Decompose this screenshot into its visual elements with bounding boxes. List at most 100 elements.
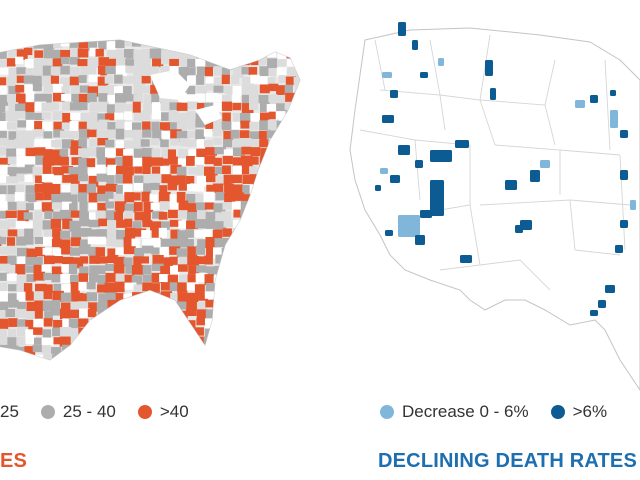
county-cell xyxy=(105,148,116,158)
county-cell xyxy=(151,263,164,271)
county-cell xyxy=(305,59,315,67)
county-cell xyxy=(35,364,45,372)
county-cell xyxy=(125,104,135,113)
county-cell xyxy=(222,155,233,165)
county-cell xyxy=(177,264,188,272)
county-cell xyxy=(259,76,270,86)
county-cell xyxy=(80,113,90,124)
county-cell xyxy=(293,328,300,339)
county-cell xyxy=(258,247,268,258)
county-cell xyxy=(70,146,82,155)
county-cell xyxy=(88,319,99,330)
county-cell xyxy=(0,157,10,165)
county-cell xyxy=(248,93,261,104)
county-cell xyxy=(62,318,71,330)
county-cell xyxy=(197,66,209,76)
county-cell xyxy=(122,86,132,95)
county-cell xyxy=(17,256,26,267)
county-cell xyxy=(7,328,17,340)
county-cell xyxy=(167,175,179,186)
county-cell xyxy=(295,139,300,148)
county-cell xyxy=(284,292,296,302)
county-cell xyxy=(204,291,216,299)
county-cell xyxy=(123,48,135,59)
county-cell xyxy=(293,229,300,239)
county-cell xyxy=(6,93,17,103)
county-cell xyxy=(161,355,170,360)
county-cell xyxy=(241,220,253,230)
county-cell xyxy=(232,57,242,67)
county-cell xyxy=(114,327,126,336)
county-cell xyxy=(69,247,81,256)
county-cell xyxy=(87,309,97,318)
county-cell xyxy=(286,201,298,212)
county-cell xyxy=(160,56,170,65)
county-cell xyxy=(98,119,110,130)
county-cell xyxy=(224,48,234,59)
county-cell xyxy=(257,301,268,312)
county-cell xyxy=(106,85,118,95)
county-cell xyxy=(385,230,393,236)
state-borders xyxy=(359,34,631,291)
county-cell xyxy=(52,58,63,68)
county-cell xyxy=(34,138,44,150)
county-cell xyxy=(224,274,236,284)
county-cell xyxy=(97,284,109,293)
county-cell xyxy=(185,239,194,248)
county-cell xyxy=(114,201,127,213)
county-cell xyxy=(277,311,287,321)
county-cell xyxy=(150,84,163,95)
county-cell xyxy=(124,218,133,228)
county-cell xyxy=(249,174,259,183)
county-cell xyxy=(32,166,44,178)
county-cell xyxy=(286,157,299,167)
county-cell xyxy=(141,311,153,321)
county-cell xyxy=(52,248,62,257)
county-cell xyxy=(232,147,245,157)
county-cell xyxy=(240,239,252,248)
county-cell xyxy=(161,49,171,58)
county-cell xyxy=(116,230,129,241)
county-cell xyxy=(131,346,140,355)
county-cell xyxy=(115,148,126,157)
county-cell xyxy=(122,173,133,184)
county-cell xyxy=(59,209,72,221)
county-cell xyxy=(258,365,269,373)
county-cell xyxy=(124,121,134,131)
county-cell xyxy=(161,130,174,139)
county-cell xyxy=(259,49,269,57)
county-cell xyxy=(42,165,52,175)
county-cell xyxy=(105,327,116,337)
county-cell xyxy=(98,363,107,371)
county-cell xyxy=(259,344,268,355)
county-cell xyxy=(168,320,180,332)
county-cell xyxy=(6,176,19,184)
county-cell xyxy=(286,120,298,131)
county-cell xyxy=(490,88,496,100)
county-cell xyxy=(105,183,118,192)
county-cell xyxy=(303,167,313,174)
county-cell xyxy=(79,228,92,237)
county-cell xyxy=(204,166,215,176)
county-cell xyxy=(116,119,126,130)
county-cell xyxy=(8,85,21,97)
county-cell xyxy=(293,273,300,282)
county-cell xyxy=(197,40,209,47)
county-cell xyxy=(295,193,300,204)
county-cell xyxy=(78,245,89,255)
county-cell xyxy=(125,65,135,73)
county-cell xyxy=(50,183,61,195)
county-cell xyxy=(176,166,187,177)
county-cell xyxy=(106,255,118,264)
county-cell xyxy=(88,167,100,179)
county-cell xyxy=(132,101,141,113)
county-cell xyxy=(41,102,53,112)
county-cell xyxy=(150,202,163,210)
county-cell xyxy=(15,93,26,104)
county-cell xyxy=(214,265,225,275)
county-cell xyxy=(285,211,297,219)
county-cell xyxy=(77,165,88,177)
county-cell xyxy=(231,121,240,130)
county-cell xyxy=(33,327,43,335)
county-cell xyxy=(104,282,117,293)
